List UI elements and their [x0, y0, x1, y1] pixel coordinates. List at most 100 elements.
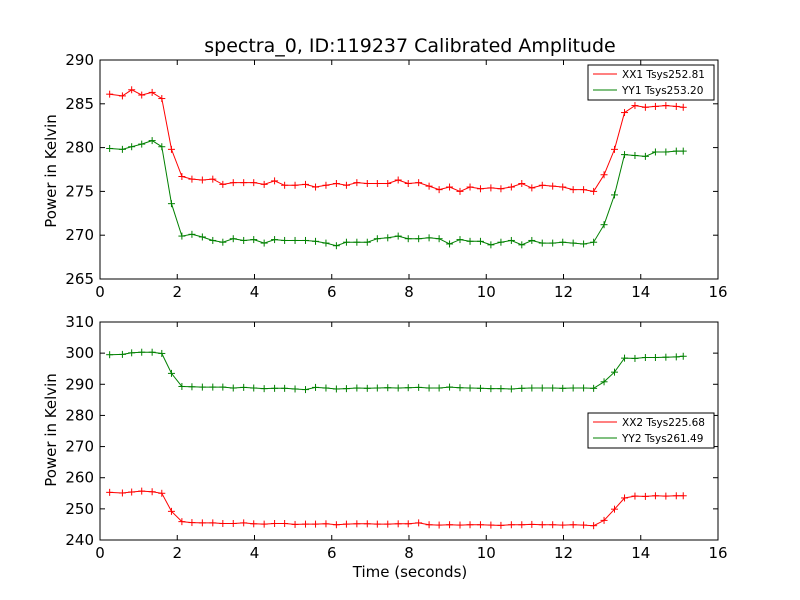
- top-chart-legend-label-yy1: YY1 Tsys253.20: [621, 85, 703, 97]
- top-chart-data-point: [569, 239, 577, 247]
- bottom-chart-data-point: [229, 519, 237, 527]
- top-chart-data-point: [497, 238, 505, 246]
- bottom-chart-y-tick-label: 250: [65, 500, 94, 518]
- top-chart-data-point: [404, 180, 412, 188]
- top-chart-data-point: [466, 183, 474, 191]
- top-chart-data-point: [435, 235, 443, 243]
- top-chart-data-point: [487, 184, 495, 192]
- top-chart-data-point: [188, 175, 196, 183]
- top-chart-data-point: [138, 91, 146, 99]
- bottom-chart-data-point: [373, 384, 381, 392]
- top-chart-data-point: [260, 180, 268, 188]
- top-chart-data-point: [446, 183, 454, 191]
- top-chart-series-1: [106, 137, 687, 250]
- top-chart-data-point: [291, 181, 299, 189]
- top-chart-axes: 0 2 4 6 8 10 12 14 16 265 270 275 280 285 290: [65, 51, 727, 301]
- top-chart-data-point: [178, 232, 186, 240]
- top-chart-data-point: [662, 148, 670, 156]
- top-chart-title: spectra_0, ID:119237 Calibrated Amplitud…: [204, 35, 615, 57]
- bottom-chart-data-point: [260, 520, 268, 528]
- top-chart-series-0: [106, 86, 687, 195]
- bottom-chart-data-point: [476, 521, 484, 529]
- bottom-chart-data-point: [631, 354, 639, 362]
- bottom-chart-data-point: [497, 521, 505, 529]
- bottom-chart-y-tick-label: 240: [65, 531, 94, 549]
- bottom-chart-data-point: [569, 521, 577, 529]
- top-chart-data-point: [363, 180, 371, 188]
- bottom-chart-y-tick-label: 280: [65, 406, 94, 424]
- top-chart-data-point: [167, 200, 175, 208]
- bottom-chart-data-point: [260, 385, 268, 393]
- bottom-chart-data-point: [198, 519, 206, 527]
- bottom-chart-data-point: [538, 384, 546, 392]
- bottom-chart-data-point: [229, 384, 237, 392]
- top-chart-data-point: [363, 238, 371, 246]
- top-chart-data-point: [219, 180, 227, 188]
- bottom-chart-data-point: [610, 505, 618, 513]
- bottom-chart-data-point: [580, 521, 588, 529]
- bottom-chart-data-point: [106, 351, 114, 359]
- top-chart-data-point: [600, 171, 608, 179]
- top-chart-data-point: [549, 239, 557, 247]
- top-chart-data-point: [188, 230, 196, 238]
- top-chart-data-point: [549, 182, 557, 190]
- bottom-chart-data-point: [476, 384, 484, 392]
- top-chart-data-point: [569, 186, 577, 194]
- bottom-chart-x-tick-label: 6: [327, 544, 337, 562]
- top-chart-data-point: [610, 145, 618, 153]
- bottom-chart-data-point: [559, 521, 567, 529]
- top-chart-data-point: [301, 236, 309, 244]
- top-chart-data-point: [662, 102, 670, 110]
- top-chart-data-point: [528, 236, 536, 244]
- bottom-chart-data-point: [641, 354, 649, 362]
- top-chart-data-point: [373, 235, 381, 243]
- top-chart-data-point: [631, 151, 639, 159]
- top-chart-x-tick-label: 10: [477, 283, 496, 301]
- bottom-chart-legend-label-yy2: YY2 Tsys261.49: [621, 433, 703, 445]
- top-chart-x-tick-label: 12: [554, 283, 573, 301]
- top-chart-y-tick-label: 275: [65, 182, 94, 200]
- bottom-chart-data-point: [435, 521, 443, 529]
- top-chart-data-point: [240, 179, 248, 187]
- top-chart-data-point: [497, 185, 505, 193]
- bottom-chart-x-tick-label: 0: [95, 544, 105, 562]
- top-chart-data-point: [476, 237, 484, 245]
- top-chart-data-point: [106, 90, 114, 98]
- bottom-chart-data-point: [138, 487, 146, 495]
- bottom-chart-data-point: [518, 384, 526, 392]
- bottom-chart-data-point: [425, 384, 433, 392]
- top-chart-data-point: [322, 181, 330, 189]
- top-chart-data-point: [600, 221, 608, 229]
- bottom-chart-data-point: [425, 521, 433, 529]
- top-chart-data-point: [158, 95, 166, 103]
- bottom-chart-data-point: [209, 383, 217, 391]
- bottom-chart-series-0: [106, 487, 687, 530]
- top-chart-data-point: [580, 240, 588, 248]
- bottom-chart-data-point: [446, 383, 454, 391]
- top-chart-data-point: [507, 236, 515, 244]
- bottom-chart-data-point: [219, 519, 227, 527]
- top-chart-data-point: [631, 102, 639, 110]
- bottom-chart-data-point: [497, 385, 505, 393]
- top-chart-data-point: [118, 92, 126, 100]
- top-chart-data-point: [425, 182, 433, 190]
- top-chart-data-point: [312, 183, 320, 191]
- bottom-chart-data-point: [621, 494, 629, 502]
- bottom-chart-data-point: [301, 520, 309, 528]
- bottom-chart-plot-frame: [99, 321, 719, 541]
- top-chart-data-point: [250, 179, 258, 187]
- top-chart-data-point: [353, 238, 361, 246]
- top-chart-y-tick-label: 280: [65, 139, 94, 157]
- bottom-chart-data-point: [291, 385, 299, 393]
- top-chart-data-point: [332, 180, 340, 188]
- bottom-chart-data-point: [651, 354, 659, 362]
- top-chart-data-point: [106, 144, 114, 152]
- top-chart-x-tick-label: 4: [250, 283, 260, 301]
- top-chart-x-tick-label: 16: [708, 283, 727, 301]
- bottom-chart-data-point: [610, 368, 618, 376]
- top-chart-data-point: [209, 236, 217, 244]
- top-chart-data-point: [590, 187, 598, 195]
- top-chart-data-point: [158, 143, 166, 151]
- bottom-chart-data-point: [250, 520, 258, 528]
- bottom-chart-data-point: [271, 384, 279, 392]
